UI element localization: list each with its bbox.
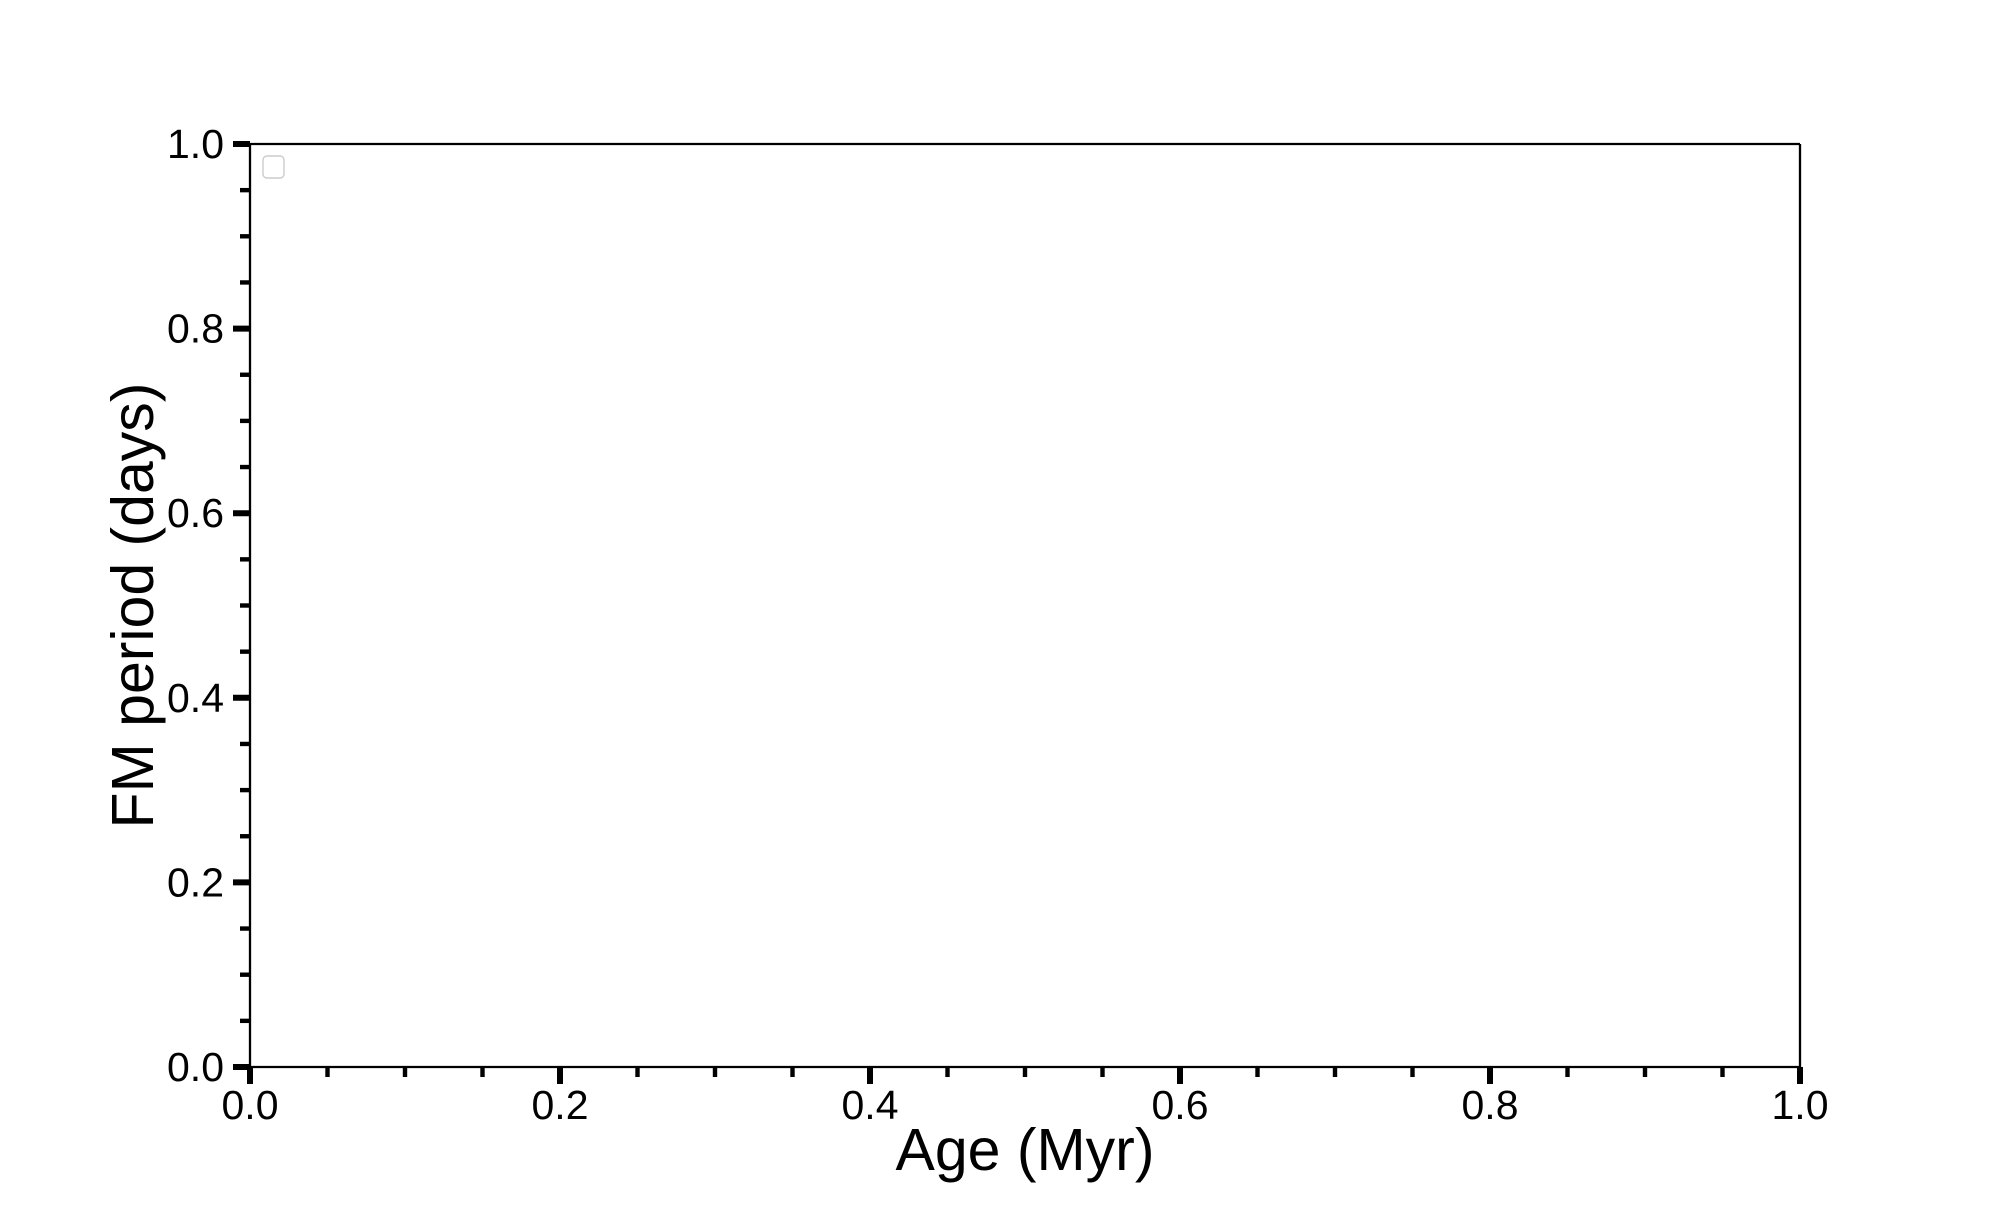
svg-text:0.6: 0.6 — [167, 490, 224, 536]
svg-text:0.8: 0.8 — [1462, 1082, 1519, 1128]
svg-text:1.0: 1.0 — [167, 121, 224, 167]
svg-text:0.0: 0.0 — [222, 1082, 279, 1128]
svg-text:0.2: 0.2 — [167, 859, 224, 905]
svg-text:0.4: 0.4 — [167, 675, 224, 721]
svg-text:1.0: 1.0 — [1772, 1082, 1829, 1128]
svg-text:0.0: 0.0 — [167, 1044, 224, 1090]
svg-text:0.2: 0.2 — [532, 1082, 589, 1128]
svg-text:0.6: 0.6 — [1152, 1082, 1209, 1128]
svg-text:FM period (days): FM period (days) — [100, 383, 166, 829]
svg-text:0.4: 0.4 — [842, 1082, 899, 1128]
svg-text:Age (Myr): Age (Myr) — [896, 1117, 1155, 1183]
svg-text:0.8: 0.8 — [167, 306, 224, 352]
